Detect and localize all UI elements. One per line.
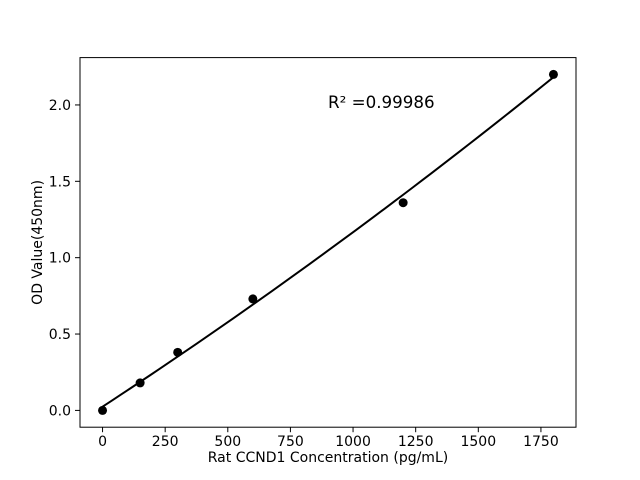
y-tick-label: 2.0 <box>49 98 71 114</box>
x-tick-label: 1750 <box>523 434 559 450</box>
x-axis-label: Rat CCND1 Concentration (pg/mL) <box>208 450 448 466</box>
x-tick-label: 500 <box>214 434 241 450</box>
data-point <box>173 347 183 357</box>
x-tick-label: 1500 <box>460 434 496 450</box>
x-tick-label: 1000 <box>335 434 371 450</box>
x-tick-label: 0 <box>98 434 107 450</box>
data-point <box>548 69 558 79</box>
data-point <box>248 294 258 304</box>
data-point <box>135 378 145 388</box>
y-tick-label: 0.5 <box>49 327 71 343</box>
x-tick-label: 1250 <box>398 434 434 450</box>
x-tick-label: 750 <box>277 434 304 450</box>
y-tick-label: 1.5 <box>49 174 71 190</box>
tick-labels: 0 250 500 750 1000 1250 1500 1750 0.0 0.5 1.0 1.5 2.… <box>49 98 559 450</box>
data-points <box>98 69 558 415</box>
y-axis-label: OD Value(450nm) <box>30 180 46 305</box>
data-point <box>398 198 408 208</box>
data-point <box>98 405 108 415</box>
plot-border <box>79 57 577 428</box>
y-tick-label: 0.0 <box>49 403 71 419</box>
y-tick-label: 1.0 <box>49 251 71 267</box>
axis-ticks <box>75 104 542 433</box>
r-squared-annotation: R² =0.99986 <box>328 92 435 112</box>
x-tick-label: 250 <box>152 434 179 450</box>
